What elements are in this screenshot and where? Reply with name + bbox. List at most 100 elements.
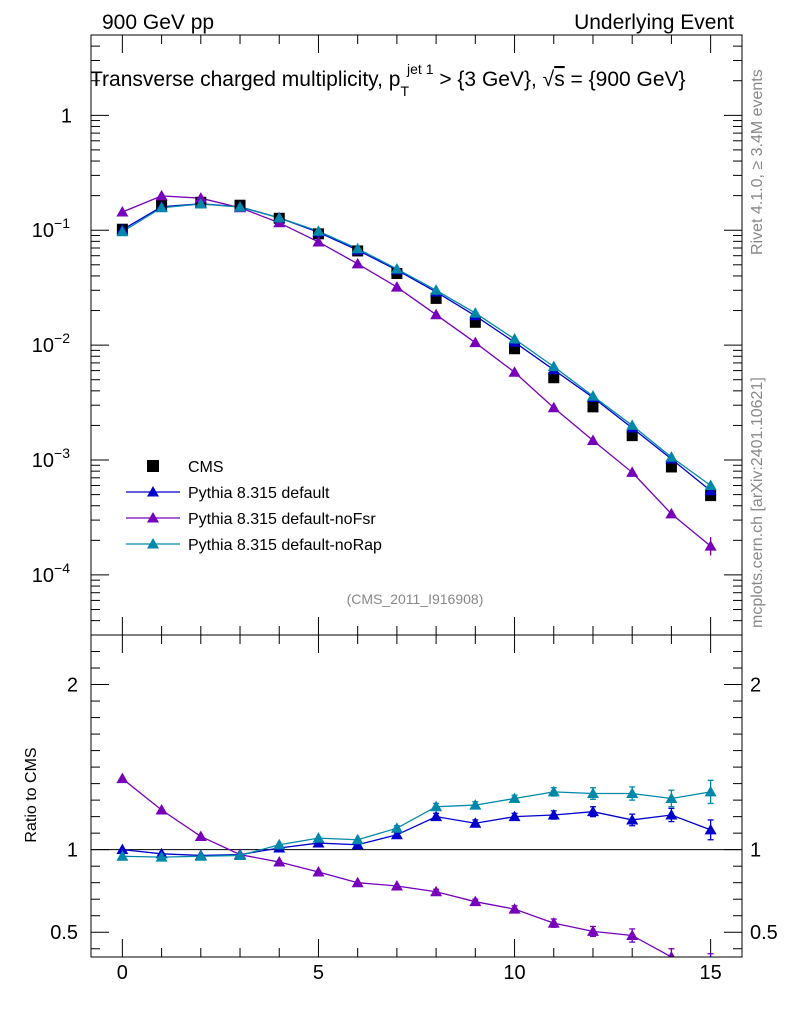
main-y-tick-label: 10−3 [32, 445, 70, 472]
ratio-series-marker [586, 787, 599, 799]
ratio-series-marker [155, 851, 168, 862]
ratio-series-line [122, 811, 711, 857]
cms-data-point [548, 372, 560, 384]
ratio-series-marker [351, 833, 364, 845]
ratio-series-marker [469, 817, 482, 828]
ratio-y-tick-label-right: 1 [750, 840, 761, 862]
ratio-y-tick-label: 0.5 [50, 922, 78, 944]
cms-data-point [430, 292, 442, 304]
ratio-series-marker [430, 810, 443, 822]
ratio-y-tick-label-right: 2 [750, 675, 761, 697]
ratio-series-marker [508, 810, 521, 822]
ratio-series-line [121, 778, 676, 957]
main-series-marker [234, 201, 247, 212]
cms-data-point [705, 490, 717, 502]
main-series-marker [390, 262, 403, 274]
ratio-series-marker [547, 785, 560, 797]
main-series-line [122, 195, 712, 547]
ratio-series-marker [116, 843, 129, 855]
legend: CMS Pythia 8.315 default Pythia 8.315 defa… [126, 459, 382, 554]
main-series-marker [469, 307, 482, 318]
main-series-marker [312, 225, 325, 236]
analysis-label: (CMS_2011_I916908) [347, 591, 484, 607]
main-series-marker [586, 390, 599, 401]
ratio-series-line [122, 791, 711, 858]
main-series-marker [312, 235, 325, 247]
ratio-series-marker [273, 856, 286, 867]
cms-data-point [469, 316, 481, 328]
x-tick-label: 10 [503, 962, 525, 984]
legend-label: Pythia 8.315 default-noFsr [188, 511, 376, 528]
ratio-series-marker [547, 917, 560, 928]
ratio-series-marker [586, 925, 599, 936]
mcplots-label: mcplots.cern.ch [arXiv:2401.10621] [749, 377, 766, 628]
main-series-marker [430, 284, 443, 295]
main-series-marker [273, 211, 286, 223]
main-series-marker [508, 366, 521, 377]
main-series-marker [547, 360, 560, 372]
cms-data-point [626, 430, 638, 442]
main-series-marker [155, 189, 168, 201]
ratio-series-marker [704, 823, 717, 835]
ratio-series-marker [469, 799, 482, 810]
ratio-series-marker [586, 805, 599, 817]
ratio-series-marker [665, 808, 678, 820]
ratio-series-marker [155, 804, 168, 815]
main-y-tick-label: 10−4 [32, 560, 70, 587]
ratio-series-marker [390, 879, 403, 891]
legend-marker [147, 486, 159, 497]
main-y-tick-label: 10−1 [32, 215, 70, 242]
legend-label: Pythia 8.315 default-noRap [188, 537, 382, 554]
x-tick-label: 5 [313, 962, 324, 984]
main-series-marker [586, 434, 599, 445]
ratio-y-tick-label: 2 [67, 675, 78, 697]
ratio-panel-frame [90, 634, 743, 958]
cms-data-point [587, 401, 599, 413]
cms-data-point [509, 343, 521, 355]
main-series-marker [665, 507, 678, 519]
ratio-series-marker [508, 792, 521, 803]
main-series-marker [508, 333, 521, 344]
rivet-label: Rivet 4.1.0, ≥ 3.4M events [749, 69, 766, 255]
main-series-marker [390, 281, 403, 292]
legend-marker [147, 538, 159, 549]
legend-label: Pythia 8.315 default [188, 485, 330, 502]
x-tick-label: 0 [117, 962, 128, 984]
ratio-series-marker [351, 876, 364, 888]
ratio-y-tick-label-right: 0.5 [750, 922, 778, 944]
ratio-series-marker [430, 800, 443, 812]
ratio-series-marker [390, 822, 403, 833]
main-series-marker [469, 336, 482, 348]
main-series-marker [351, 257, 364, 269]
ratio-series-marker [626, 813, 639, 825]
legend-marker [147, 512, 159, 523]
ratio-series-marker [667, 951, 675, 957]
main-series-marker [626, 466, 639, 477]
main-series-marker [116, 225, 129, 237]
main-series-marker [430, 308, 443, 320]
main-series-marker [626, 419, 639, 430]
legend-label: CMS [188, 459, 224, 476]
main-series-marker [704, 479, 717, 491]
main-y-tick-label: 1 [61, 105, 72, 127]
ratio-series-marker [469, 895, 482, 907]
main-series-line [122, 203, 712, 492]
ratio-series-marker [508, 903, 521, 914]
ratio-series-marker [273, 838, 286, 850]
ratio-series-marker [626, 929, 639, 941]
main-series-marker [665, 451, 678, 462]
cms-data-point [665, 461, 677, 473]
header-right: Underlying Event [574, 11, 734, 34]
main-series-line [122, 203, 712, 487]
chart-title: Transverse charged multiplicity, pTjet 1… [90, 61, 686, 99]
ratio-series-marker [430, 885, 443, 897]
ratio-series-marker [116, 772, 129, 784]
ratio-series-marker [547, 808, 560, 820]
ratio-series-marker [626, 787, 639, 799]
header-left: 900 GeV pp [102, 11, 214, 34]
ratio-series-marker [194, 850, 207, 861]
ratio-series-marker [312, 832, 325, 843]
main-y-tick-label: 10−2 [32, 330, 70, 357]
main-series-marker [351, 242, 364, 254]
